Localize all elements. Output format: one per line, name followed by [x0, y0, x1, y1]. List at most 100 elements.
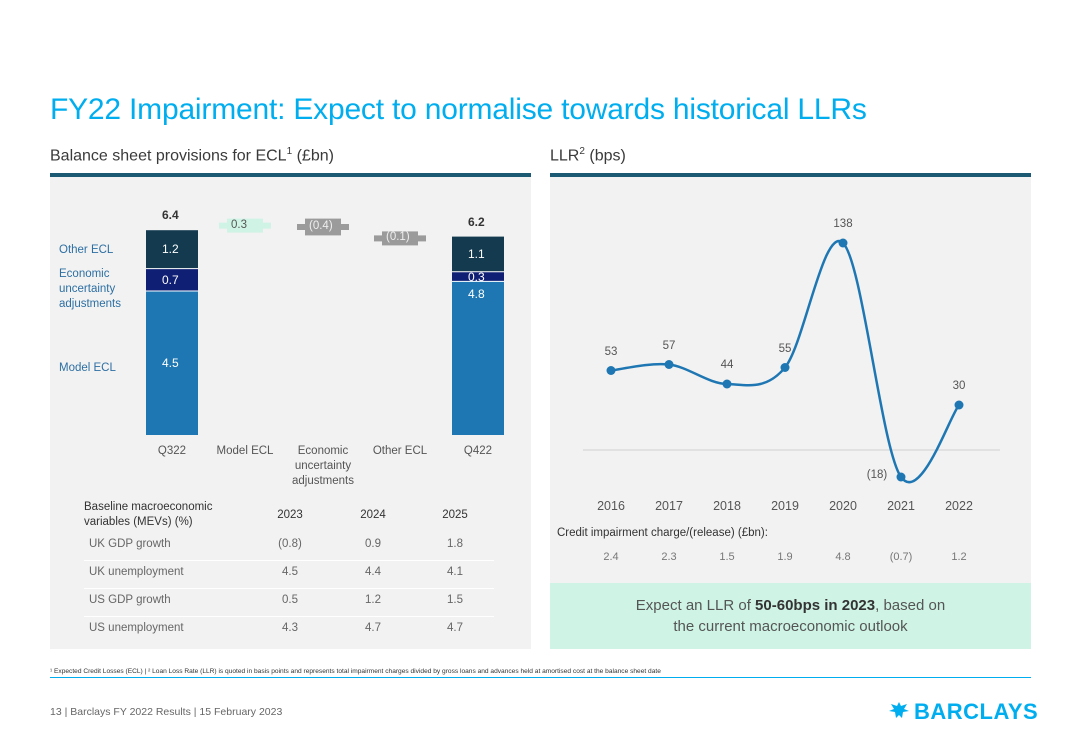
- llr-data-label: 138: [833, 218, 853, 230]
- ecl-category-label: uncertainty: [294, 460, 352, 472]
- ecl-segment-label: 4.8: [468, 287, 485, 302]
- ecl-bar-q322-seg1: [146, 268, 198, 291]
- ecl-bridge-connector: [374, 235, 426, 242]
- eagle-icon: [889, 702, 909, 718]
- mev-year-header: 2023: [277, 509, 303, 521]
- ecl-segment-label: 4.5: [162, 356, 179, 370]
- llr-point-2017: [664, 360, 674, 369]
- credit-impairment-value: 1.9: [777, 551, 793, 563]
- llr-x-tick-label: 2016: [597, 499, 625, 513]
- ecl-bridge-connector: [219, 222, 271, 229]
- ecl-bridge-label: (0.1): [386, 231, 410, 244]
- llr-x-tick-label: 2020: [829, 499, 857, 513]
- llr-x-tick-label: 2022: [945, 499, 973, 513]
- mev-row-divider: [84, 616, 494, 617]
- credit-impairment-value: 1.5: [719, 551, 735, 563]
- credit-impairment-value: 4.8: [835, 551, 851, 563]
- callout-text-bold: 50-60bps in 2023: [755, 597, 876, 614]
- ecl-chart-subtitle: Balance sheet provisions for ECL1 (£bn): [50, 146, 334, 165]
- mev-row-label: UK unemployment: [89, 566, 184, 578]
- llr-chart-subtitle: LLR2 (bps): [550, 146, 626, 165]
- mev-header: variables (MEVs) (%): [84, 516, 193, 528]
- ecl-category-label: Economic: [297, 445, 349, 457]
- mev-cell: 4.7: [365, 622, 381, 634]
- llr-outlook-callout: Expect an LLR of 50-60bps in 2023, based…: [550, 583, 1031, 649]
- mev-cell: (0.8): [278, 538, 302, 550]
- ecl-series-label: Other ECL: [59, 244, 114, 256]
- credit-impairment-value: 2.4: [603, 551, 619, 563]
- mev-cell: 4.3: [282, 622, 298, 634]
- ecl-category-label: Other ECL: [372, 445, 428, 457]
- llr-data-label: 55: [778, 342, 792, 355]
- mev-cell: 0.5: [282, 594, 298, 606]
- mev-row-label: UK GDP growth: [89, 538, 171, 550]
- llr-subtitle-unit: (bps): [584, 147, 626, 165]
- llr-x-tick-label: 2017: [655, 499, 683, 513]
- ecl-bar-q322-seg2: [146, 230, 198, 269]
- callout-text-pre: Expect an LLR of: [635, 597, 756, 614]
- callout-text-line2: the current macroeconomic outlook: [673, 618, 908, 635]
- mev-year-header: 2025: [442, 509, 468, 521]
- mev-cell: 1.2: [365, 594, 381, 606]
- ecl-bar-q422-seg1: [452, 271, 504, 282]
- ecl-header-rule: [50, 173, 531, 177]
- ecl-bar-q422-seg0: [452, 281, 504, 435]
- ecl-segment-label: 1.2: [162, 242, 179, 257]
- ecl-bar-q422-seg2: [452, 236, 504, 272]
- llr-x-tick-label: 2018: [713, 499, 741, 513]
- ecl-segment-label: 0.7: [162, 272, 179, 287]
- mev-cell: 4.4: [365, 566, 381, 578]
- llr-point-2020: [838, 238, 848, 248]
- llr-data-label: 57: [662, 339, 676, 352]
- page-title: FY22 Impairment: Expect to normalise tow…: [50, 93, 867, 126]
- mev-year-header: 2024: [360, 509, 386, 521]
- llr-data-label: 53: [604, 345, 618, 358]
- llr-point-2022: [954, 400, 964, 410]
- llr-data-label: (18): [866, 469, 888, 481]
- ecl-segment-label: 1.1: [468, 247, 485, 262]
- mev-header: Baseline macroeconomic: [84, 501, 213, 513]
- credit-impairment-label: Credit impairment charge/(release) (£bn)…: [557, 527, 768, 539]
- ecl-bridge-connector: [297, 224, 349, 230]
- llr-subtitle-sup: 2: [579, 146, 585, 157]
- mev-cell: 4.5: [282, 566, 298, 578]
- ecl-series-label: Model ECL: [59, 362, 116, 374]
- llr-line-chart: [583, 238, 1000, 484]
- logo-text: BARCLAYS: [914, 699, 1039, 724]
- ecl-bar-q322-seg0: [146, 291, 198, 435]
- llr-point-2016: [606, 366, 616, 375]
- ecl-panel: [50, 177, 531, 649]
- ecl-category-label: Q322: [157, 445, 187, 457]
- credit-impairment-value: (0.7): [889, 551, 913, 563]
- mev-cell: 1.5: [447, 594, 463, 606]
- ecl-bridge-label: 0.3: [231, 218, 247, 231]
- barclays-logo: BARCLAYS: [888, 699, 1038, 725]
- ecl-series-label: adjustments: [59, 298, 122, 310]
- ecl-total-label: 6.4: [162, 208, 179, 223]
- mev-cell: 0.9: [365, 538, 381, 550]
- ecl-series-label: Economic: [59, 268, 110, 280]
- ecl-subtitle-sup: 1: [286, 146, 293, 157]
- mev-row-divider: [84, 560, 494, 561]
- credit-impairment-value: 1.2: [951, 551, 967, 563]
- llr-point-2021: [896, 472, 906, 482]
- ecl-category-label: adjustments: [291, 475, 354, 487]
- ecl-category-label: Model ECL: [216, 445, 274, 457]
- footnote: ¹ Expected Credit Losses (ECL) | ² Loan …: [50, 668, 661, 675]
- mev-cell: 4.7: [447, 622, 463, 634]
- mev-cell: 4.1: [447, 566, 463, 578]
- callout-text-post: , based on: [875, 597, 946, 614]
- llr-subtitle-text: LLR: [550, 147, 580, 165]
- llr-panel: [550, 177, 1031, 583]
- ecl-subtitle-text: Balance sheet provisions for ECL: [50, 147, 287, 165]
- ecl-subtitle-unit: (£bn): [292, 147, 334, 165]
- llr-x-tick-label: 2021: [887, 499, 915, 513]
- ecl-category-label: Q422: [463, 445, 493, 457]
- llr-data-label: 44: [720, 359, 734, 371]
- ecl-segment-label: 0.3: [468, 269, 485, 284]
- footer-text: 13 | Barclays FY 2022 Results | 15 Febru…: [50, 706, 283, 718]
- ecl-total-label: 6.2: [468, 214, 485, 229]
- mev-cell: 1.8: [447, 538, 463, 550]
- llr-data-label: 30: [952, 380, 966, 392]
- ecl-waterfall-chart: [146, 218, 504, 435]
